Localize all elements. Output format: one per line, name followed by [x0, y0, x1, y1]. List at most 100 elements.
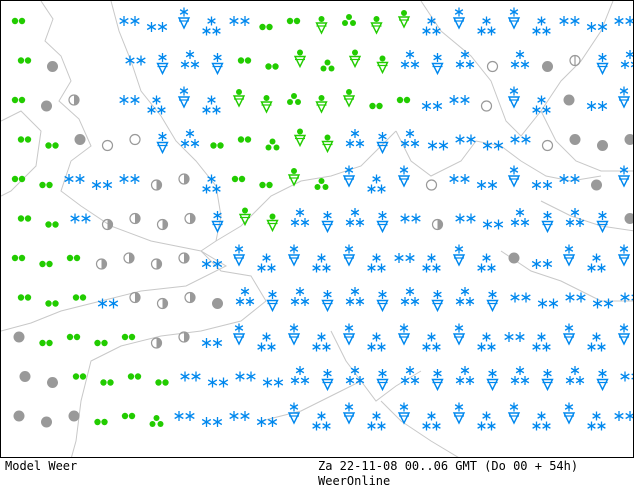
snow-shower-symbol: [397, 323, 411, 346]
snow-shower-symbol: [422, 411, 441, 431]
weather-symbol: [178, 252, 190, 264]
rain-drops-symbol: [11, 17, 26, 25]
snow-stars-symbol: [125, 55, 146, 66]
snow-stars-symbol: [201, 417, 223, 427]
snow-shower-symbol: [620, 50, 633, 69]
overcast-disc-symbol: [591, 179, 602, 191]
snow-shower-symbol: [532, 411, 551, 431]
snow-shower-symbol: [596, 211, 609, 234]
weather-symbol: [150, 258, 163, 270]
rain-shower-symbol: [293, 49, 307, 69]
snow-shower-symbol: [290, 208, 310, 227]
rain-drops-symbol: [45, 142, 59, 149]
rain-shower-symbol: [315, 95, 328, 114]
snow-shower-symbol: [147, 95, 166, 115]
snow-stars-symbol: [510, 292, 531, 303]
rain-shower-symbol: [314, 178, 329, 190]
coastline-adriatic: [380, 400, 459, 457]
rain-drops-symbol: [11, 96, 26, 104]
snow-shower-symbol: [565, 366, 585, 385]
snow-stars-symbol: [455, 134, 476, 145]
snow-stars-symbol: [256, 417, 278, 427]
snow-shower-symbol: [507, 165, 521, 188]
snow-shower-symbol: [455, 366, 475, 385]
snow-stars-symbol: [119, 95, 140, 105]
snow-shower-symbol: [400, 50, 420, 69]
snow-shower-symbol: [257, 332, 276, 352]
rain-drops-symbol: [11, 254, 26, 262]
snow-shower-symbol: [400, 287, 420, 306]
rain-shower-symbol: [348, 49, 362, 69]
snow-shower-symbol: [180, 129, 200, 148]
clear-circle-symbol: [486, 60, 499, 73]
snow-stars-symbol: [97, 298, 119, 309]
snow-shower-symbol: [587, 411, 606, 431]
weather-symbol: [184, 291, 196, 304]
clear-circle-symbol: [480, 100, 493, 112]
rain-drops-symbol: [369, 102, 383, 110]
overcast-disc-symbol: [41, 416, 52, 428]
overcast-disc-symbol: [597, 140, 608, 151]
snow-shower-symbol: [507, 86, 521, 109]
weather-symbol: [101, 218, 114, 231]
snow-shower-symbol: [422, 332, 441, 352]
rain-drops-symbol: [121, 333, 136, 341]
rain-drops-symbol: [39, 181, 53, 189]
snow-stars-symbol: [559, 16, 580, 26]
overcast-disc-symbol: [47, 61, 58, 72]
rain-drops-symbol: [17, 215, 32, 222]
snow-shower-symbol: [431, 369, 444, 392]
snow-shower-symbol: [510, 208, 530, 227]
snow-stars-symbol: [201, 338, 223, 348]
snow-shower-symbol: [486, 290, 499, 313]
coastline-britain-east: [110, 1, 222, 252]
snow-stars-symbol: [504, 332, 525, 342]
half-cloudy-disc-symbol: [569, 54, 581, 67]
snow-shower-symbol: [507, 7, 521, 30]
snow-shower-symbol: [431, 290, 444, 313]
snow-shower-symbol: [342, 323, 356, 346]
snow-shower-symbol: [562, 323, 576, 346]
snow-shower-symbol: [397, 165, 411, 188]
snow-stars-symbol: [427, 140, 449, 151]
rain-shower-symbol: [397, 10, 411, 29]
snow-stars-symbol: [119, 174, 140, 184]
weather-symbol: [178, 331, 190, 343]
snow-stars-symbol: [146, 22, 168, 32]
snow-stars-symbol: [614, 411, 633, 421]
overcast-disc-symbol: [47, 377, 58, 388]
snow-shower-symbol: [541, 369, 554, 392]
weather-symbol: [178, 173, 190, 185]
overcast-disc-symbol: [19, 371, 31, 382]
rain-drops-symbol: [45, 300, 59, 307]
snow-stars-symbol: [174, 411, 195, 421]
rain-drops-symbol: [121, 412, 136, 420]
snow-shower-symbol: [211, 211, 224, 234]
snow-shower-symbol: [376, 211, 389, 234]
snow-shower-symbol: [565, 208, 585, 227]
weather-symbol: [156, 297, 169, 310]
snow-shower-symbol: [156, 53, 169, 76]
rain-drops-symbol: [39, 260, 53, 268]
snow-shower-symbol: [156, 132, 169, 155]
snow-stars-symbol: [476, 180, 498, 190]
snow-shower-symbol: [452, 402, 466, 425]
snow-shower-symbol: [290, 366, 310, 385]
snow-stars-symbol: [70, 213, 91, 224]
overcast-disc-symbol: [13, 331, 25, 343]
overcast-disc-symbol: [41, 100, 52, 112]
snow-stars-symbol: [229, 16, 250, 26]
snow-stars-symbol: [180, 371, 201, 382]
snow-shower-symbol: [507, 402, 521, 425]
snow-shower-symbol: [562, 402, 576, 425]
rain-drops-symbol: [265, 63, 279, 70]
snow-stars-symbol: [201, 259, 223, 269]
rain-drops-symbol: [66, 254, 81, 262]
overcast-disc-symbol: [569, 134, 581, 145]
snow-stars-symbol: [64, 174, 85, 184]
snow-stars-symbol: [537, 298, 559, 309]
snow-stars-symbol: [229, 411, 250, 421]
rain-drops-symbol: [259, 181, 273, 189]
rain-shower-symbol: [287, 168, 301, 187]
snow-shower-symbol: [596, 369, 609, 392]
